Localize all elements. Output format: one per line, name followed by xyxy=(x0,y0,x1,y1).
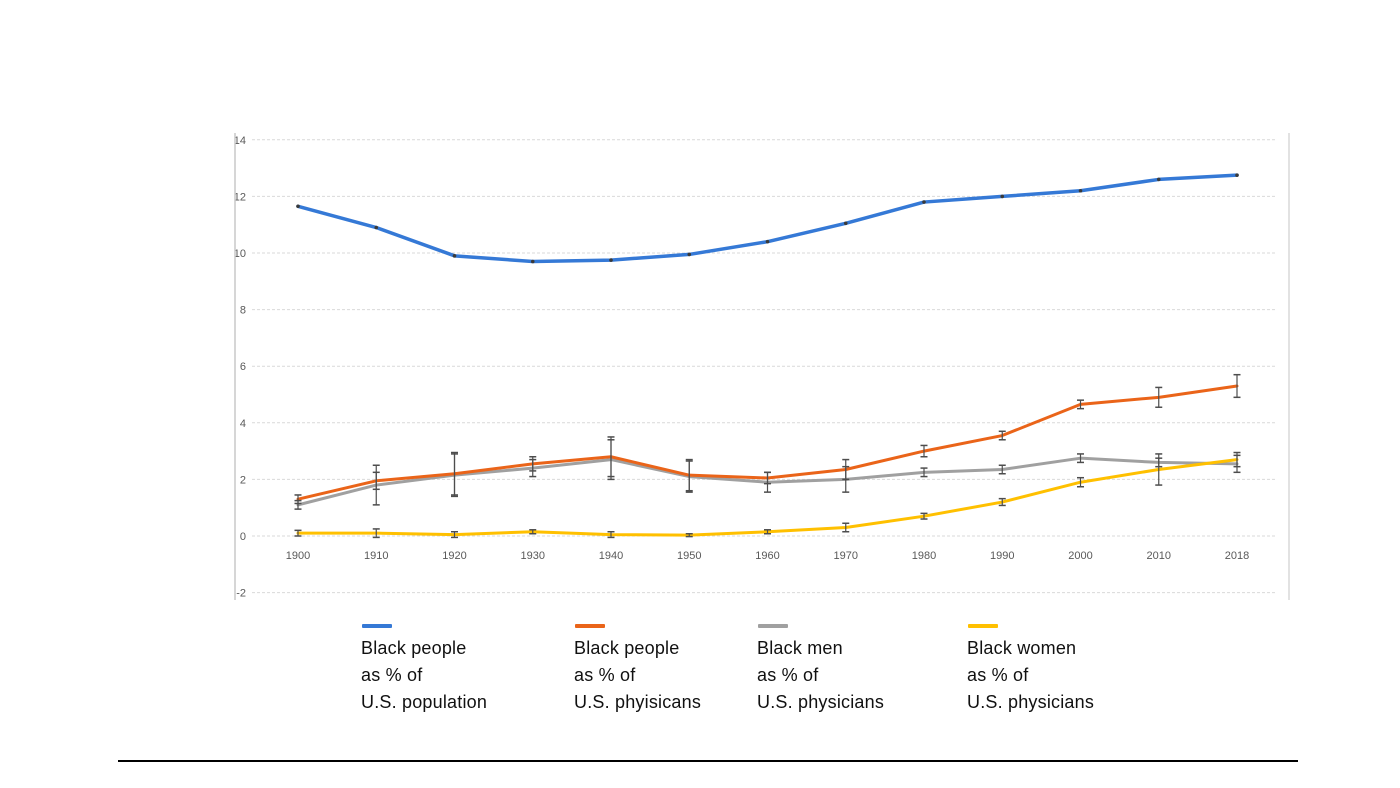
y-tick-label: 14 xyxy=(234,135,246,147)
data-marker xyxy=(530,259,535,264)
legend-line: U.S. phyisicans xyxy=(574,692,702,712)
x-tick-label: 1900 xyxy=(286,550,310,562)
legend-line: Black people xyxy=(574,638,680,658)
legend-item-black-women-physicians: Black women as % of U.S. physicians xyxy=(967,620,1094,716)
legend-label: Black people as % of U.S. population xyxy=(361,635,487,716)
y-tick-label: -2 xyxy=(236,588,246,600)
x-tick-label: 1980 xyxy=(912,550,936,562)
legend-line: as % of xyxy=(361,665,423,685)
x-tick-label: 1960 xyxy=(755,550,779,562)
y-tick-label: 0 xyxy=(240,531,246,543)
x-tick-label: 2010 xyxy=(1147,550,1171,562)
series-line-3 xyxy=(296,458,1239,537)
data-marker xyxy=(1000,194,1005,199)
series-line-0 xyxy=(296,173,1239,264)
data-marker xyxy=(922,200,926,204)
legend-line: as % of xyxy=(757,665,819,685)
footer-divider xyxy=(118,760,1298,762)
y-tick-label: 12 xyxy=(234,191,246,203)
data-marker xyxy=(843,221,848,226)
data-marker xyxy=(1078,188,1083,193)
legend-line: U.S. physicians xyxy=(967,692,1095,712)
x-tick-label: 1940 xyxy=(599,550,623,562)
legend-item-black-men-physicians: Black men as % of U.S. physicians xyxy=(757,620,884,716)
x-tick-label: 2000 xyxy=(1068,550,1092,562)
data-marker xyxy=(452,254,457,258)
x-tick-label: 1930 xyxy=(521,550,545,562)
x-tick-label: 1990 xyxy=(990,550,1014,562)
y-tick-label: 4 xyxy=(240,418,246,430)
data-marker xyxy=(374,225,379,230)
data-marker xyxy=(765,239,770,244)
chart-legend: Black people as % of U.S. population Bla… xyxy=(0,620,1400,730)
legend-label: Black women as % of U.S. physicians xyxy=(967,635,1094,716)
y-tick-label: 10 xyxy=(234,248,246,260)
data-marker xyxy=(687,252,692,257)
y-tick-label: 6 xyxy=(240,361,246,373)
legend-line: as % of xyxy=(574,665,636,685)
data-marker xyxy=(1156,177,1161,182)
legend-label: Black men as % of U.S. physicians xyxy=(757,635,884,716)
x-tick-label: 1950 xyxy=(677,550,701,562)
x-tick-label: 1910 xyxy=(364,550,388,562)
x-tick-label: 2018 xyxy=(1225,550,1249,562)
data-marker xyxy=(1235,173,1239,177)
legend-line: U.S. physicians xyxy=(757,692,885,712)
legend-line: as % of xyxy=(967,665,1029,685)
legend-label: Black people as % of U.S. phyisicans xyxy=(574,635,701,716)
legend-item-black-people-physicians: Black people as % of U.S. phyisicans xyxy=(574,620,701,716)
data-marker xyxy=(296,204,300,209)
legend-line: U.S. population xyxy=(361,692,488,712)
y-tick-label: 8 xyxy=(240,305,246,317)
legend-line: Black women xyxy=(967,638,1077,658)
legend-line: Black men xyxy=(757,638,843,658)
legend-item-black-people-population: Black people as % of U.S. population xyxy=(361,620,487,716)
legend-swatch-orange xyxy=(575,624,605,628)
legend-swatch-blue xyxy=(362,624,392,628)
data-marker xyxy=(609,258,613,262)
x-tick-label: 1920 xyxy=(442,550,466,562)
legend-swatch-gray xyxy=(758,624,788,628)
legend-swatch-yellow xyxy=(968,624,998,628)
y-tick-label: 2 xyxy=(240,474,246,486)
legend-line: Black people xyxy=(361,638,467,658)
x-tick-label: 1970 xyxy=(834,550,858,562)
